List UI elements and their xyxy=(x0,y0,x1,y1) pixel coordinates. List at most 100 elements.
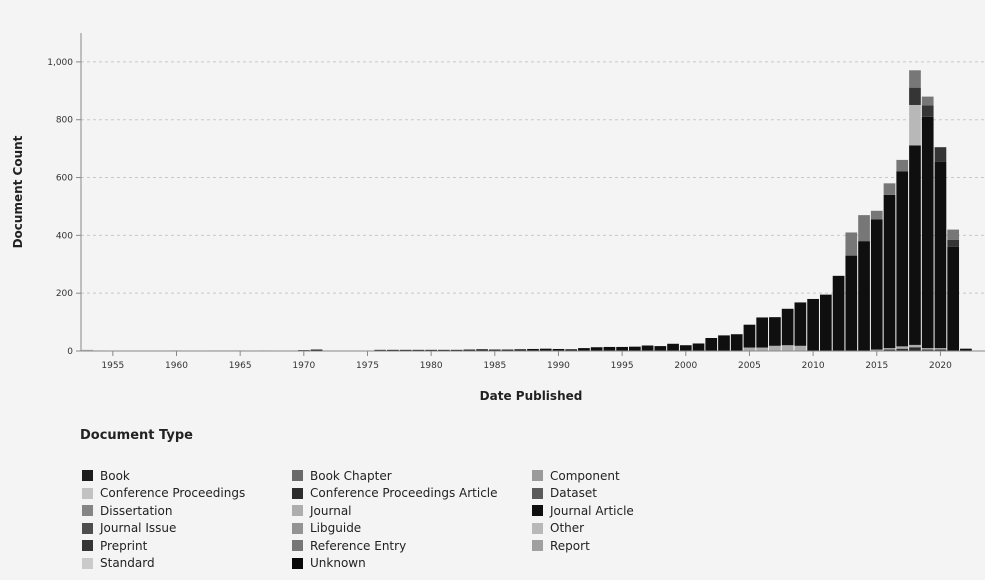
bar-segment-journal-article xyxy=(590,347,603,351)
legend-item-libguide[interactable]: Libguide xyxy=(292,520,532,538)
bar-segment-journal-article xyxy=(858,241,870,351)
x-tick-label: 2005 xyxy=(738,361,761,371)
legend-item-book-chapter[interactable]: Book Chapter xyxy=(292,467,532,485)
legend-label: Report xyxy=(550,538,590,553)
bar-segment-journal-article xyxy=(921,116,934,349)
bar-segment-journal-article xyxy=(934,161,947,349)
bar-segment-journal xyxy=(794,345,807,351)
bar-segment-journal xyxy=(909,344,921,348)
bar-segment-reference-entry xyxy=(921,96,934,106)
legend-item-preprint[interactable]: Preprint xyxy=(82,537,292,555)
bar-segment-journal-article xyxy=(845,255,858,351)
bar-segment-journal-article xyxy=(883,194,896,349)
legend-item-standard[interactable]: Standard xyxy=(82,555,292,573)
bar-segment-preprint xyxy=(947,239,960,247)
x-tick-label: 2020 xyxy=(929,361,952,371)
legend-swatch xyxy=(292,557,303,569)
bar-segment-journal-article xyxy=(909,145,921,345)
bar-segment-journal xyxy=(870,349,883,351)
bar-segment-journal-article xyxy=(552,348,565,351)
bar-segment-journal xyxy=(921,348,934,350)
legend-item-conference-proceedings[interactable]: Conference Proceedings xyxy=(82,485,292,503)
legend-item-journal-article[interactable]: Journal Article xyxy=(532,502,732,520)
legend-swatch xyxy=(82,557,93,569)
bar-segment-journal xyxy=(81,349,94,351)
y-tick-label: 1,000 xyxy=(47,58,73,68)
legend-label: Component xyxy=(550,468,620,483)
x-tick-label: 1960 xyxy=(165,361,188,371)
bar-segment-journal-article xyxy=(450,349,463,351)
x-tick-label: 1970 xyxy=(292,361,315,371)
bar-segment-journal-article xyxy=(794,302,807,346)
legend-item-dissertation[interactable]: Dissertation xyxy=(82,502,292,520)
legend-item-journal[interactable]: Journal xyxy=(292,502,532,520)
y-tick-label: 800 xyxy=(56,116,73,126)
y-tick-label: 600 xyxy=(56,174,73,184)
bar-segment-journal-article xyxy=(654,346,667,351)
bar-segment-journal xyxy=(743,347,756,351)
bar-segment-journal-article xyxy=(629,346,641,351)
bar-segment-journal-article xyxy=(819,294,832,351)
x-tick-label: 2000 xyxy=(674,361,697,371)
legend-swatch xyxy=(82,505,93,517)
bar-segment-journal-article xyxy=(705,337,718,351)
x-tick-label: 2015 xyxy=(865,361,888,371)
bar-segment-preprint xyxy=(921,105,934,117)
legend-label: Book xyxy=(100,468,130,483)
bar-segment-conference-proceedings-article xyxy=(934,349,947,351)
legend-item-other[interactable]: Other xyxy=(532,520,732,538)
legend: Book Book Chapter Component Conference Proc… xyxy=(82,467,732,572)
bar-segment-preprint xyxy=(934,147,947,162)
bar-segment-journal-article xyxy=(870,219,883,350)
legend-swatch xyxy=(82,470,93,482)
bar-segment-journal-article xyxy=(960,348,972,351)
bar-segment-journal-article xyxy=(374,349,387,351)
legend-label: Preprint xyxy=(100,538,148,553)
bar-segment-journal-article xyxy=(603,346,616,351)
bar-segment-journal xyxy=(896,346,909,349)
legend-item-report[interactable]: Report xyxy=(532,537,732,555)
bar-segment-journal-article xyxy=(514,349,527,351)
bar-segment-journal-article xyxy=(616,346,628,351)
bar-segment-reference-entry xyxy=(896,159,909,172)
bar-segment-reference-entry xyxy=(947,229,960,240)
legend-item-dataset[interactable]: Dataset xyxy=(532,485,732,503)
legend-label: Conference Proceedings xyxy=(100,486,246,501)
bar-segment-preprint xyxy=(909,87,921,105)
legend-item-journal-issue[interactable]: Journal Issue xyxy=(82,520,292,538)
x-tick-label: 1965 xyxy=(229,361,252,371)
bar-segment-reference-entry xyxy=(845,232,858,256)
bar-segment-journal-article xyxy=(667,343,679,351)
bar-segment-journal xyxy=(934,348,947,350)
legend-item-conference-proceedings-article[interactable]: Conference Proceedings Article xyxy=(292,485,532,503)
legend-swatch xyxy=(292,487,303,499)
bar-segment-journal-article xyxy=(807,298,819,351)
legend-label: Reference Entry xyxy=(310,538,407,553)
bar-segment-journal xyxy=(769,345,781,351)
legend-swatch xyxy=(532,540,543,552)
bar-segment-journal-article xyxy=(310,349,323,351)
bar-segment-conference-proceedings-article xyxy=(883,349,896,351)
bar-segment-journal-article xyxy=(743,324,756,348)
bar-segment-conference-proceedings-article xyxy=(921,349,934,351)
legend-swatch xyxy=(82,487,93,499)
legend-item-unknown[interactable]: Unknown xyxy=(292,555,532,573)
legend-label: Dissertation xyxy=(100,503,173,518)
legend-item-component[interactable]: Component xyxy=(532,467,732,485)
bar-segment-book xyxy=(909,349,921,351)
y-tick-label: 0 xyxy=(67,347,73,357)
legend-swatch xyxy=(292,540,303,552)
bar-segment-journal-article xyxy=(641,345,654,351)
axes: 0 200 400 600 800 1,000 1955 1960 1965 1970 1975 19… xyxy=(47,33,985,371)
legend-item-book[interactable]: Book xyxy=(82,467,292,485)
legend-swatch xyxy=(532,505,543,517)
x-tick-label: 1995 xyxy=(611,361,634,371)
legend-item-reference-entry[interactable]: Reference Entry xyxy=(292,537,532,555)
bar-segment-journal-article xyxy=(539,348,552,351)
legend-swatch xyxy=(292,505,303,517)
bar-segment-journal xyxy=(781,345,794,351)
legend-label: Journal Issue xyxy=(100,521,177,536)
bar-segment-journal-article xyxy=(769,317,781,346)
bar-segment-conference-proceedings-article xyxy=(896,348,909,351)
bar-segment-journal-article xyxy=(896,171,909,347)
